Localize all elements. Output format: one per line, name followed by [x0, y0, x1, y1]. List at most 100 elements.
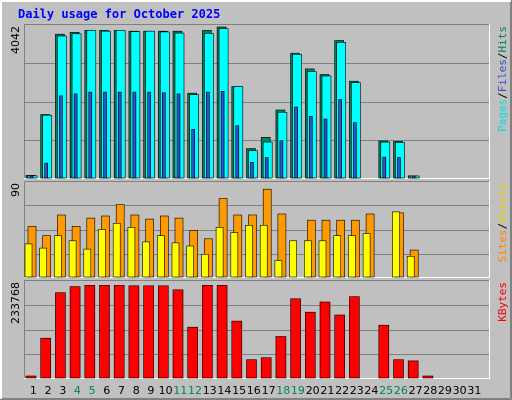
bar-kbytes-kbytes-day-23: [349, 296, 360, 379]
x-tick-label: 31: [467, 384, 481, 397]
bar-visits-sites-day-14: [215, 227, 224, 278]
x-tick-label: 13: [203, 384, 217, 397]
x-tick-label: 17: [262, 384, 276, 397]
x-tick-label: 25: [379, 384, 393, 397]
bar-visits-sites-day-1: [24, 243, 33, 278]
bar-kbytes-kbytes-day-15: [231, 320, 243, 379]
x-tick-label: 16: [247, 384, 261, 397]
bar-kbytes-kbytes-day-1: [25, 375, 37, 379]
x-tick-label: 9: [147, 384, 154, 397]
legend-entry: Pages: [496, 99, 509, 132]
bar-kbytes-kbytes-day-2: [40, 337, 52, 379]
bar-hits-pages-day-22: [338, 99, 343, 179]
legend-kbytes: KBytes: [496, 282, 509, 322]
panel-hits: 4042 Pages/Files/Hits: [9, 24, 509, 179]
bar-hits-pages-day-27: [411, 175, 416, 179]
legend-entry: KBytes: [496, 282, 509, 322]
bar-hits-pages-day-4: [73, 93, 78, 179]
bar-visits-sites-day-19: [289, 240, 297, 278]
x-tick-label: 2: [45, 384, 52, 397]
bar-hits-pages-day-6: [103, 91, 107, 179]
bar-hits-pages-day-21: [323, 118, 328, 179]
bar-visits-sites-day-8: [127, 227, 136, 278]
bar-hits-pages-day-23: [353, 122, 357, 179]
bar-visits-sites-day-10: [157, 235, 165, 278]
x-tick-label: 1: [30, 384, 37, 397]
bar-kbytes-kbytes-day-6: [99, 284, 110, 379]
bar-visits-sites-day-16: [245, 225, 253, 278]
x-tick-label: 11: [173, 384, 187, 397]
x-tick-label: 21: [320, 384, 334, 397]
bar-hits-pages-day-1: [29, 175, 34, 179]
bar-kbytes-kbytes-day-8: [128, 285, 140, 379]
x-tick-label: 26: [394, 384, 408, 397]
bar-kbytes-kbytes-day-27: [407, 360, 419, 379]
y-max-label-hits: 4042: [9, 26, 22, 54]
bar-kbytes-kbytes-day-16: [246, 359, 257, 379]
bar-kbytes-kbytes-day-11: [172, 289, 184, 379]
series-kbytes: [25, 284, 434, 379]
bar-visits-sites-day-26: [392, 211, 400, 278]
series-pages: [29, 91, 416, 179]
x-tick-label: 10: [159, 384, 173, 397]
bar-visits-sites-day-22: [333, 235, 342, 278]
bar-kbytes-kbytes-day-17: [260, 357, 272, 379]
bar-hits-pages-day-5: [88, 91, 93, 179]
bar-visits-sites-day-18: [274, 260, 283, 278]
bar-visits-sites-day-6: [98, 229, 106, 278]
bar-hits-pages-day-9: [147, 91, 151, 179]
bar-visits-sites-day-2: [39, 247, 48, 278]
bar-visits-sites-day-9: [142, 241, 150, 278]
bar-kbytes-kbytes-day-25: [378, 324, 390, 379]
bar-kbytes-kbytes-day-3: [55, 292, 66, 379]
legend-entry: Sites: [496, 229, 509, 262]
bar-kbytes-kbytes-day-19: [290, 298, 301, 379]
bar-kbytes-kbytes-day-13: [202, 284, 213, 379]
bar-visits-sites-day-5: [83, 248, 92, 278]
x-tick-label: 19: [291, 384, 305, 397]
bar-kbytes-kbytes-day-14: [216, 284, 228, 379]
bar-visits-sites-day-12: [186, 245, 194, 278]
legend-hits: Pages/Files/Hits: [496, 26, 509, 132]
chart-title: Daily usage for October 2025: [18, 7, 220, 21]
x-tick-label: 29: [438, 384, 452, 397]
bar-hits-pages-day-15: [235, 125, 240, 179]
bar-kbytes-kbytes-day-12: [187, 326, 198, 379]
x-tick-label: 5: [89, 384, 96, 397]
bar-kbytes-kbytes-day-10: [158, 285, 169, 379]
bar-visits-sites-day-11: [171, 242, 180, 278]
bar-hits-pages-day-13: [206, 91, 210, 179]
bar-kbytes-kbytes-day-18: [275, 336, 287, 379]
bar-hits-pages-day-26: [397, 157, 401, 179]
bar-visits-sites-day-24: [362, 233, 371, 278]
bar-visits-sites-day-7: [112, 223, 121, 278]
legend-entry: Files: [496, 59, 509, 92]
x-tick-label: 30: [453, 384, 467, 397]
bar-hits-pages-day-14: [220, 91, 225, 179]
x-tick-label: 22: [335, 384, 349, 397]
bar-visits-sites-day-15: [230, 232, 239, 278]
bar-hits-pages-day-12: [191, 129, 195, 179]
panel-visits: 90 Sites/Visits: [9, 181, 509, 278]
bar-hits-pages-day-3: [59, 95, 63, 179]
bar-hits-pages-day-18: [279, 140, 284, 179]
legend-entry: /: [496, 223, 509, 230]
bar-hits-pages-day-17: [264, 157, 269, 179]
legend-visits: Sites/Visits: [496, 183, 509, 263]
bar-visits-sites-day-27: [406, 255, 415, 278]
x-tick-label: 7: [118, 384, 125, 397]
y-max-label-kbytes: 233768: [9, 282, 22, 324]
x-axis-day-labels: 1 2 3 4 5 6 7 8 9 10 11 12 13 14 15 16 17 18 19 20 21 22 23 24 2…: [30, 384, 481, 397]
x-tick-label: 20: [306, 384, 320, 397]
bar-hits-pages-day-7: [117, 91, 122, 179]
bar-kbytes-kbytes-day-9: [143, 285, 154, 379]
bar-visits-sites-day-21: [318, 240, 327, 278]
bar-visits-sites-day-3: [54, 235, 62, 278]
x-tick-label: 6: [103, 384, 110, 397]
bar-kbytes-kbytes-day-28: [422, 375, 434, 379]
bar-kbytes-kbytes-day-4: [69, 286, 81, 379]
x-tick-label: 12: [188, 384, 202, 397]
legend-entry: Visits: [496, 183, 509, 223]
